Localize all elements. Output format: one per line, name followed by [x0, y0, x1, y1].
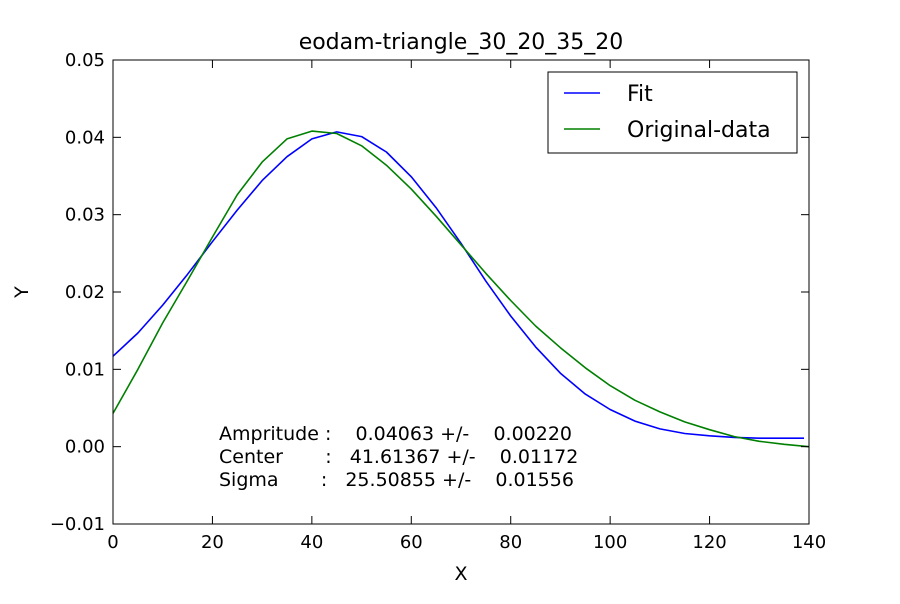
- y-tick-label: 0.00: [65, 437, 105, 458]
- x-tick-label: 60: [400, 532, 423, 553]
- series-line-fit: [112, 131, 804, 440]
- plot-frame: [112, 59, 810, 525]
- x-axis-label: X: [454, 563, 467, 585]
- x-tick-label: 20: [201, 532, 224, 553]
- legend-label-fit: Fit: [627, 82, 653, 107]
- legend-label-original-data: Original-data: [627, 118, 771, 143]
- y-axis-label: Y: [11, 286, 33, 299]
- chart-title: eodam-triangle_30_20_35_20: [299, 30, 624, 55]
- x-tick-label: 140: [792, 532, 826, 553]
- y-tick-label: 0.03: [65, 205, 105, 226]
- fit-annotations: Ampritude : 0.04063 +/- 0.00220 Center :…: [219, 423, 578, 491]
- y-tick-label: 0.02: [65, 282, 105, 303]
- y-tick-label: −0.01: [50, 514, 105, 535]
- legend: Fit Original-data: [547, 71, 798, 154]
- y-tick-label: 0.01: [65, 359, 105, 380]
- x-tick-label: 40: [300, 532, 323, 553]
- legend-box: [547, 71, 798, 154]
- y-tick-label: 0.05: [65, 50, 105, 71]
- x-tick-label: 0: [107, 532, 118, 553]
- annotation-center: Center : 41.61367 +/- 0.01172: [219, 446, 578, 468]
- ticks-layer: 0 20 40 60 80 100 120 140 −0.01 0.00 0.01 0.02 0.03 0…: [50, 50, 826, 553]
- series-layer: [112, 130, 810, 448]
- y-tick-label: 0.04: [65, 127, 105, 148]
- x-tick-label: 100: [593, 532, 627, 553]
- annotation-sigma: Sigma : 25.50855 +/- 0.01556: [219, 469, 574, 491]
- series-line-original-data: [112, 130, 810, 448]
- x-tick-label: 80: [499, 532, 522, 553]
- annotation-amplitude: Ampritude : 0.04063 +/- 0.00220: [219, 423, 572, 445]
- x-tick-label: 120: [692, 532, 726, 553]
